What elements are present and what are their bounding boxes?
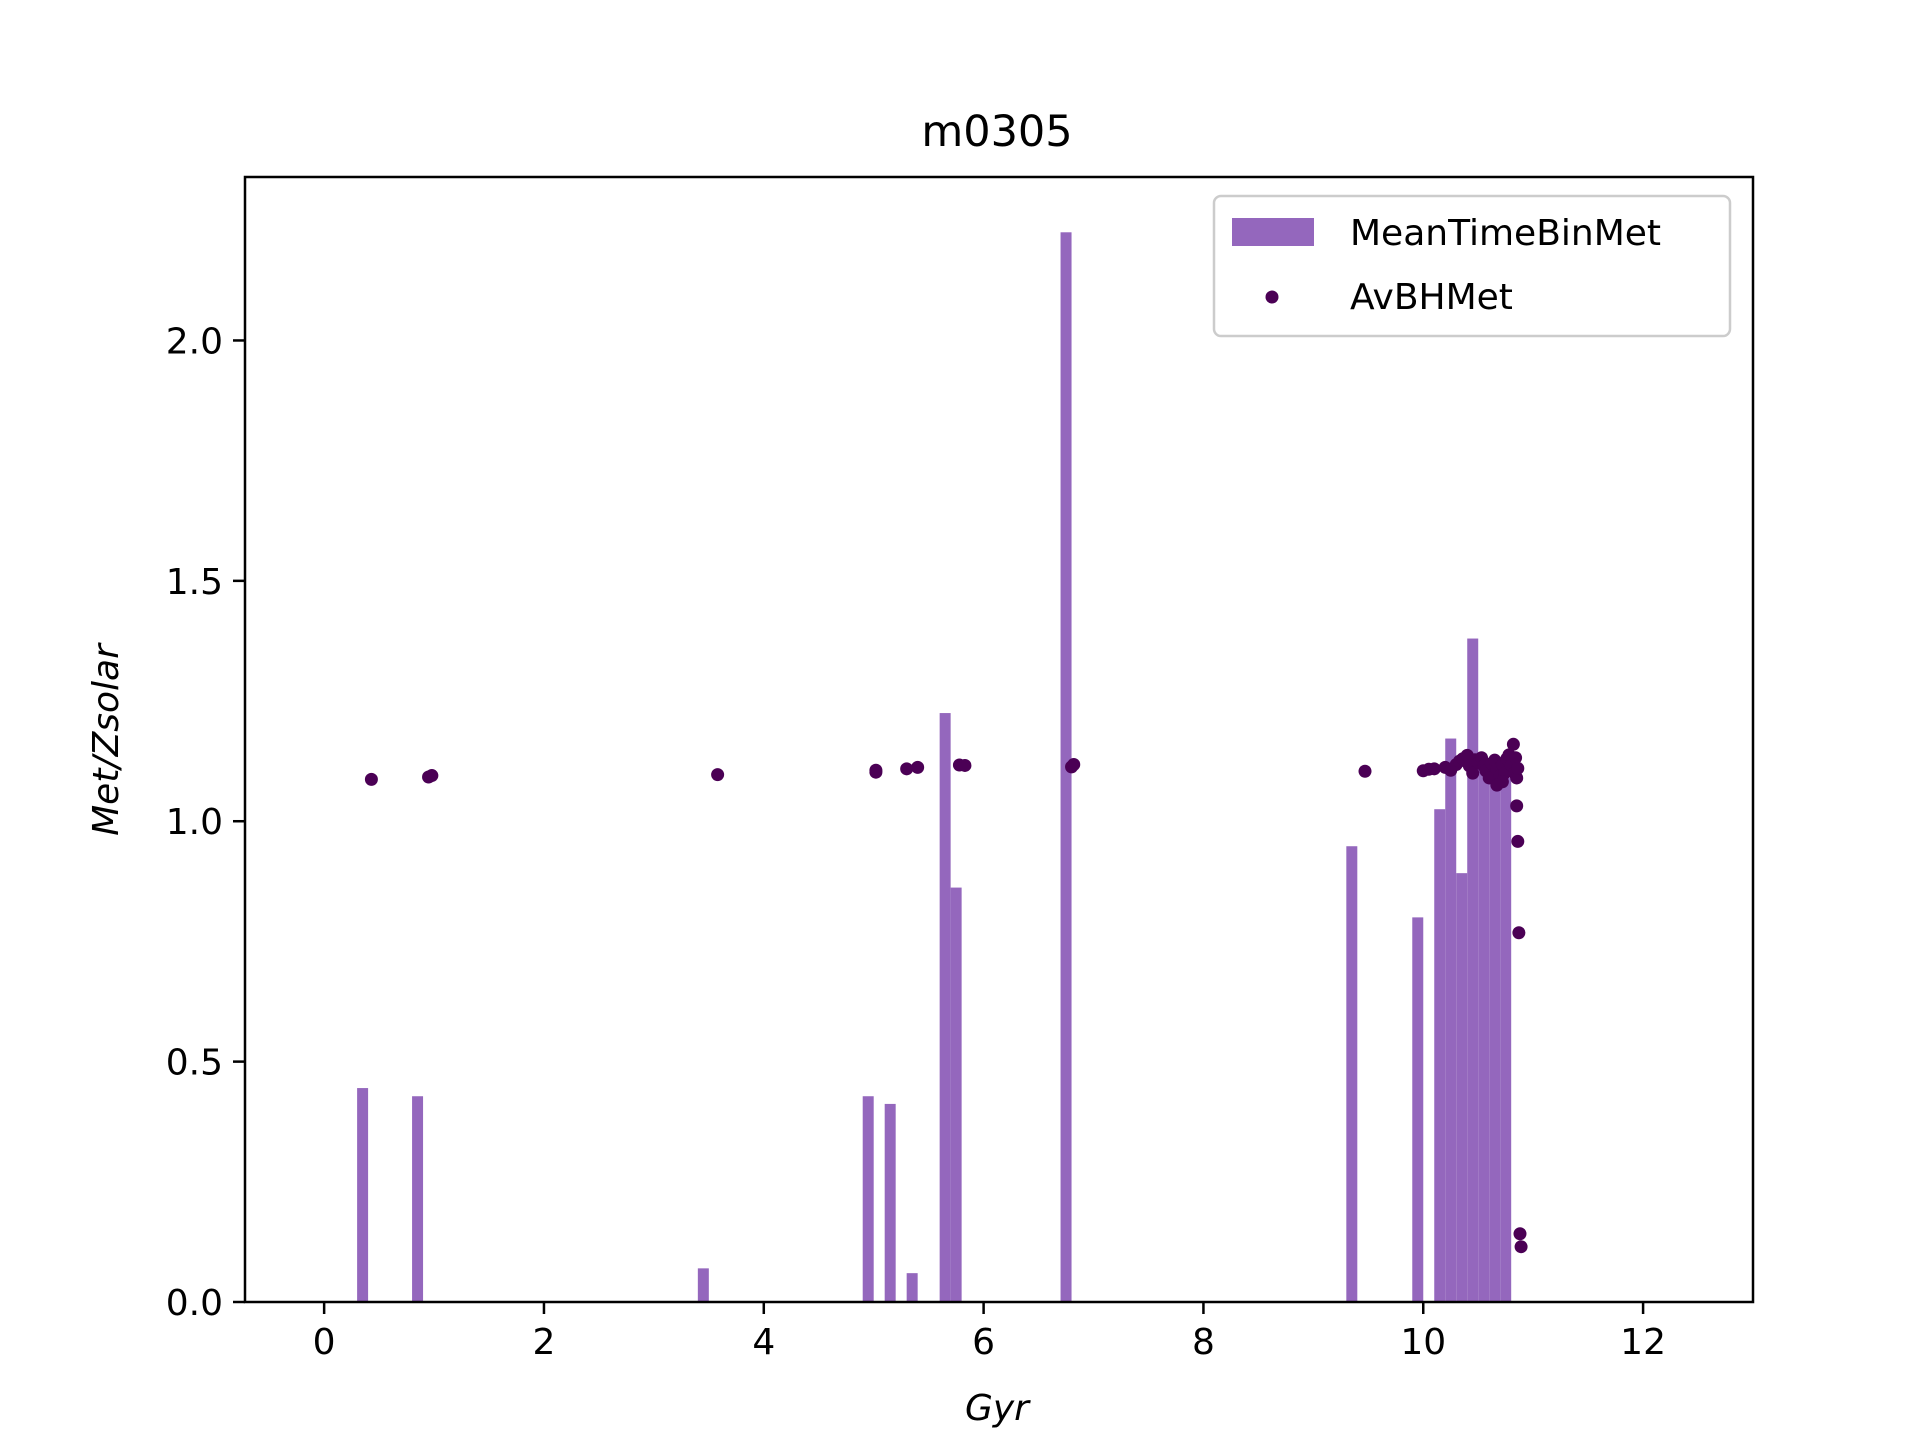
bar [357, 1088, 369, 1302]
scatter-point [1490, 778, 1504, 792]
bar [1478, 763, 1490, 1302]
x-tick-label: 4 [752, 1322, 775, 1363]
x-tick-label: 10 [1400, 1322, 1446, 1363]
scatter-point [1510, 771, 1524, 785]
bars-layer [357, 232, 1512, 1302]
scatter-point [958, 758, 972, 772]
y-tick-label: 1.0 [166, 802, 223, 843]
y-tick-label: 0.5 [166, 1043, 223, 1084]
x-tick-label: 2 [533, 1322, 556, 1363]
plot-frame [243, 175, 1755, 1304]
y-axis-label: Met/Zsolar [86, 642, 127, 836]
chart-title: m0305 [921, 107, 1072, 157]
scatter-point [711, 768, 725, 782]
bar [1412, 917, 1424, 1302]
x-tick-label: 0 [313, 1322, 336, 1363]
legend-swatch-bars [1232, 218, 1314, 246]
scatter-point [1509, 751, 1523, 765]
bar [1489, 773, 1501, 1302]
bar [1445, 738, 1457, 1302]
bar [1500, 777, 1512, 1302]
x-axis: 0 2 4 6 8 10 12 [313, 1302, 1666, 1363]
y-tick-label: 2.0 [166, 321, 223, 362]
scatter-point [1427, 762, 1441, 776]
bar [1346, 846, 1358, 1302]
scatter-point [869, 763, 883, 777]
bar [862, 1096, 874, 1302]
scatter-point [1514, 1240, 1528, 1254]
scatter-point [425, 769, 439, 783]
legend-box [1212, 194, 1732, 338]
bar [950, 887, 962, 1302]
bar [1434, 809, 1446, 1302]
scatter-point [1358, 764, 1372, 778]
scatter-point [900, 762, 914, 776]
scatter-point [1511, 761, 1525, 775]
scatter-point [1513, 1227, 1527, 1241]
legend: MeanTimeBinMet AvBHMet [1212, 194, 1732, 338]
bar [1467, 638, 1479, 1302]
bar [1456, 873, 1468, 1302]
x-tick-label: 12 [1620, 1322, 1666, 1363]
scatter-point [911, 760, 925, 774]
scatter-point [1512, 926, 1526, 940]
bar [906, 1273, 918, 1302]
bar [939, 713, 951, 1302]
x-tick-label: 6 [972, 1322, 995, 1363]
scatter-point [1067, 758, 1081, 771]
legend-label-bars: MeanTimeBinMet [1350, 213, 1661, 254]
scatter-point [1511, 834, 1525, 848]
scatter-point [1466, 766, 1480, 780]
scatter-point [364, 772, 378, 786]
bar [697, 1268, 709, 1302]
scatter-point [1510, 799, 1524, 813]
y-axis: 0.0 0.5 1.0 1.5 2.0 [166, 321, 245, 1324]
scatter-point [1506, 737, 1520, 751]
x-axis-label: Gyr [965, 1388, 1031, 1429]
bar [884, 1103, 896, 1302]
y-tick-label: 0.0 [166, 1283, 223, 1324]
legend-swatch-points [1265, 290, 1279, 304]
bar [412, 1096, 424, 1302]
plot-area [243, 175, 1755, 1304]
legend-label-points: AvBHMet [1350, 277, 1513, 318]
points-layer [364, 737, 1528, 1254]
x-tick-label: 8 [1192, 1322, 1215, 1363]
y-tick-label: 1.5 [166, 562, 223, 603]
